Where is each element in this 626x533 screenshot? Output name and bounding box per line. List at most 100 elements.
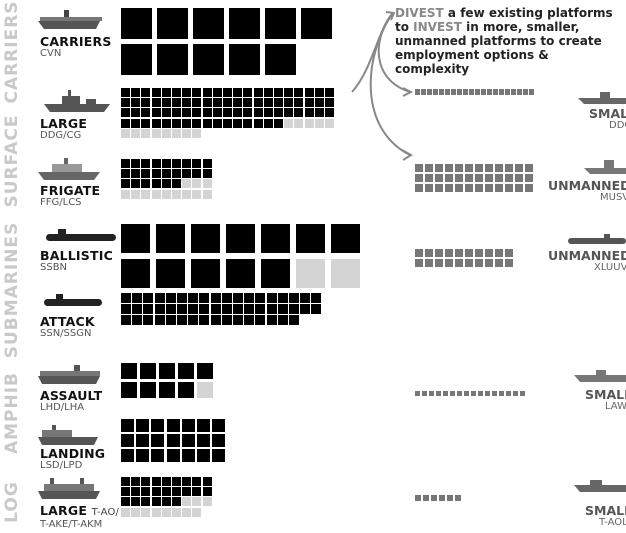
unit-square (161, 507, 171, 517)
unit-square (151, 419, 165, 432)
ballistic-sub-icon (46, 229, 116, 241)
unit-square (191, 224, 220, 253)
unit-square (294, 98, 304, 108)
unit-square (199, 315, 210, 326)
unit-square (300, 304, 311, 315)
unit-square (261, 224, 290, 253)
unit-square (263, 108, 273, 118)
unit-square (172, 487, 181, 497)
unit-square (165, 315, 176, 326)
unit-square (166, 449, 180, 463)
unit-square (143, 304, 154, 315)
unit-square (193, 8, 224, 39)
unit-square (505, 174, 513, 182)
unit-square (141, 118, 151, 128)
unit-square (193, 44, 224, 75)
unit-square (443, 391, 448, 396)
unit-square (141, 98, 151, 108)
unit-square (300, 293, 311, 303)
oiler-ship-icon (38, 478, 100, 499)
unit-square (159, 382, 175, 398)
unit-square (243, 98, 253, 108)
unit-square (415, 259, 423, 267)
unit-square (197, 419, 210, 432)
unit-square (131, 507, 141, 517)
unit-square (121, 434, 134, 448)
frigate-ship-icon (38, 158, 100, 180)
unit-square (311, 304, 322, 315)
unit-square (223, 88, 232, 97)
unit-square (244, 293, 255, 303)
unit-square (499, 391, 504, 396)
unit-square (455, 164, 463, 172)
unit-square (192, 497, 202, 507)
unit-square (192, 98, 202, 108)
unit-square (515, 174, 523, 182)
unit-square (197, 382, 213, 398)
unit-square (523, 89, 528, 95)
unit-square (229, 8, 260, 39)
small-surface-ship-icon (578, 92, 626, 104)
vessel-label-carriers: CARRIERS CVN (40, 34, 112, 59)
unit-square (455, 184, 463, 192)
unit-square (495, 259, 503, 267)
unit-square (141, 477, 151, 486)
unit-square (475, 259, 483, 267)
unit-square (284, 108, 294, 118)
unit-square (233, 98, 243, 108)
unit-square (131, 497, 141, 507)
unit-square (255, 293, 266, 303)
unit-square (487, 89, 492, 95)
unit-square (505, 164, 513, 172)
unit-square (226, 259, 255, 288)
unit-square (192, 179, 202, 189)
unit-square (325, 108, 334, 118)
unit-square (289, 293, 299, 303)
unit-square (182, 169, 192, 179)
unit-square (457, 391, 462, 396)
unit-square (151, 189, 161, 199)
unit-square (141, 189, 151, 199)
unit-square (465, 249, 473, 257)
unit-square (415, 164, 423, 172)
unit-square (202, 88, 212, 97)
small-amphib-ship-icon (574, 370, 626, 382)
unit-square (131, 477, 141, 486)
unit-square (505, 259, 513, 267)
unit-square (314, 108, 324, 118)
unit-square (192, 128, 202, 138)
unit-square (221, 315, 232, 326)
unit-square (136, 449, 150, 463)
unit-square (436, 391, 441, 396)
unit-square (166, 419, 180, 432)
unit-square (202, 159, 212, 168)
unit-square (141, 108, 151, 118)
unit-square (121, 477, 130, 486)
unit-square (515, 184, 523, 192)
unit-square (485, 174, 493, 182)
unit-square (481, 89, 486, 95)
vessel-label-large: LARGE DDG/CG (40, 116, 88, 141)
unit-square (212, 108, 222, 118)
unit-square (161, 487, 171, 497)
unit-square (284, 98, 294, 108)
unit-square (132, 293, 143, 303)
unit-square (188, 293, 199, 303)
unit-square (156, 259, 185, 288)
unit-square (151, 88, 161, 97)
unit-square (151, 98, 161, 108)
unit-square (151, 118, 161, 128)
unit-square (525, 164, 533, 172)
unit-square (445, 89, 450, 95)
unit-square (266, 293, 277, 303)
unit-square (151, 108, 161, 118)
unit-square (192, 159, 202, 168)
unit-square (182, 179, 192, 189)
unit-square (495, 184, 503, 192)
unit-square (182, 487, 192, 497)
future-label-small-surface: SMALLDDG (589, 106, 626, 131)
unit-square (233, 315, 243, 326)
unit-square (192, 108, 202, 118)
unit-square (289, 315, 299, 326)
unit-square (485, 391, 490, 396)
